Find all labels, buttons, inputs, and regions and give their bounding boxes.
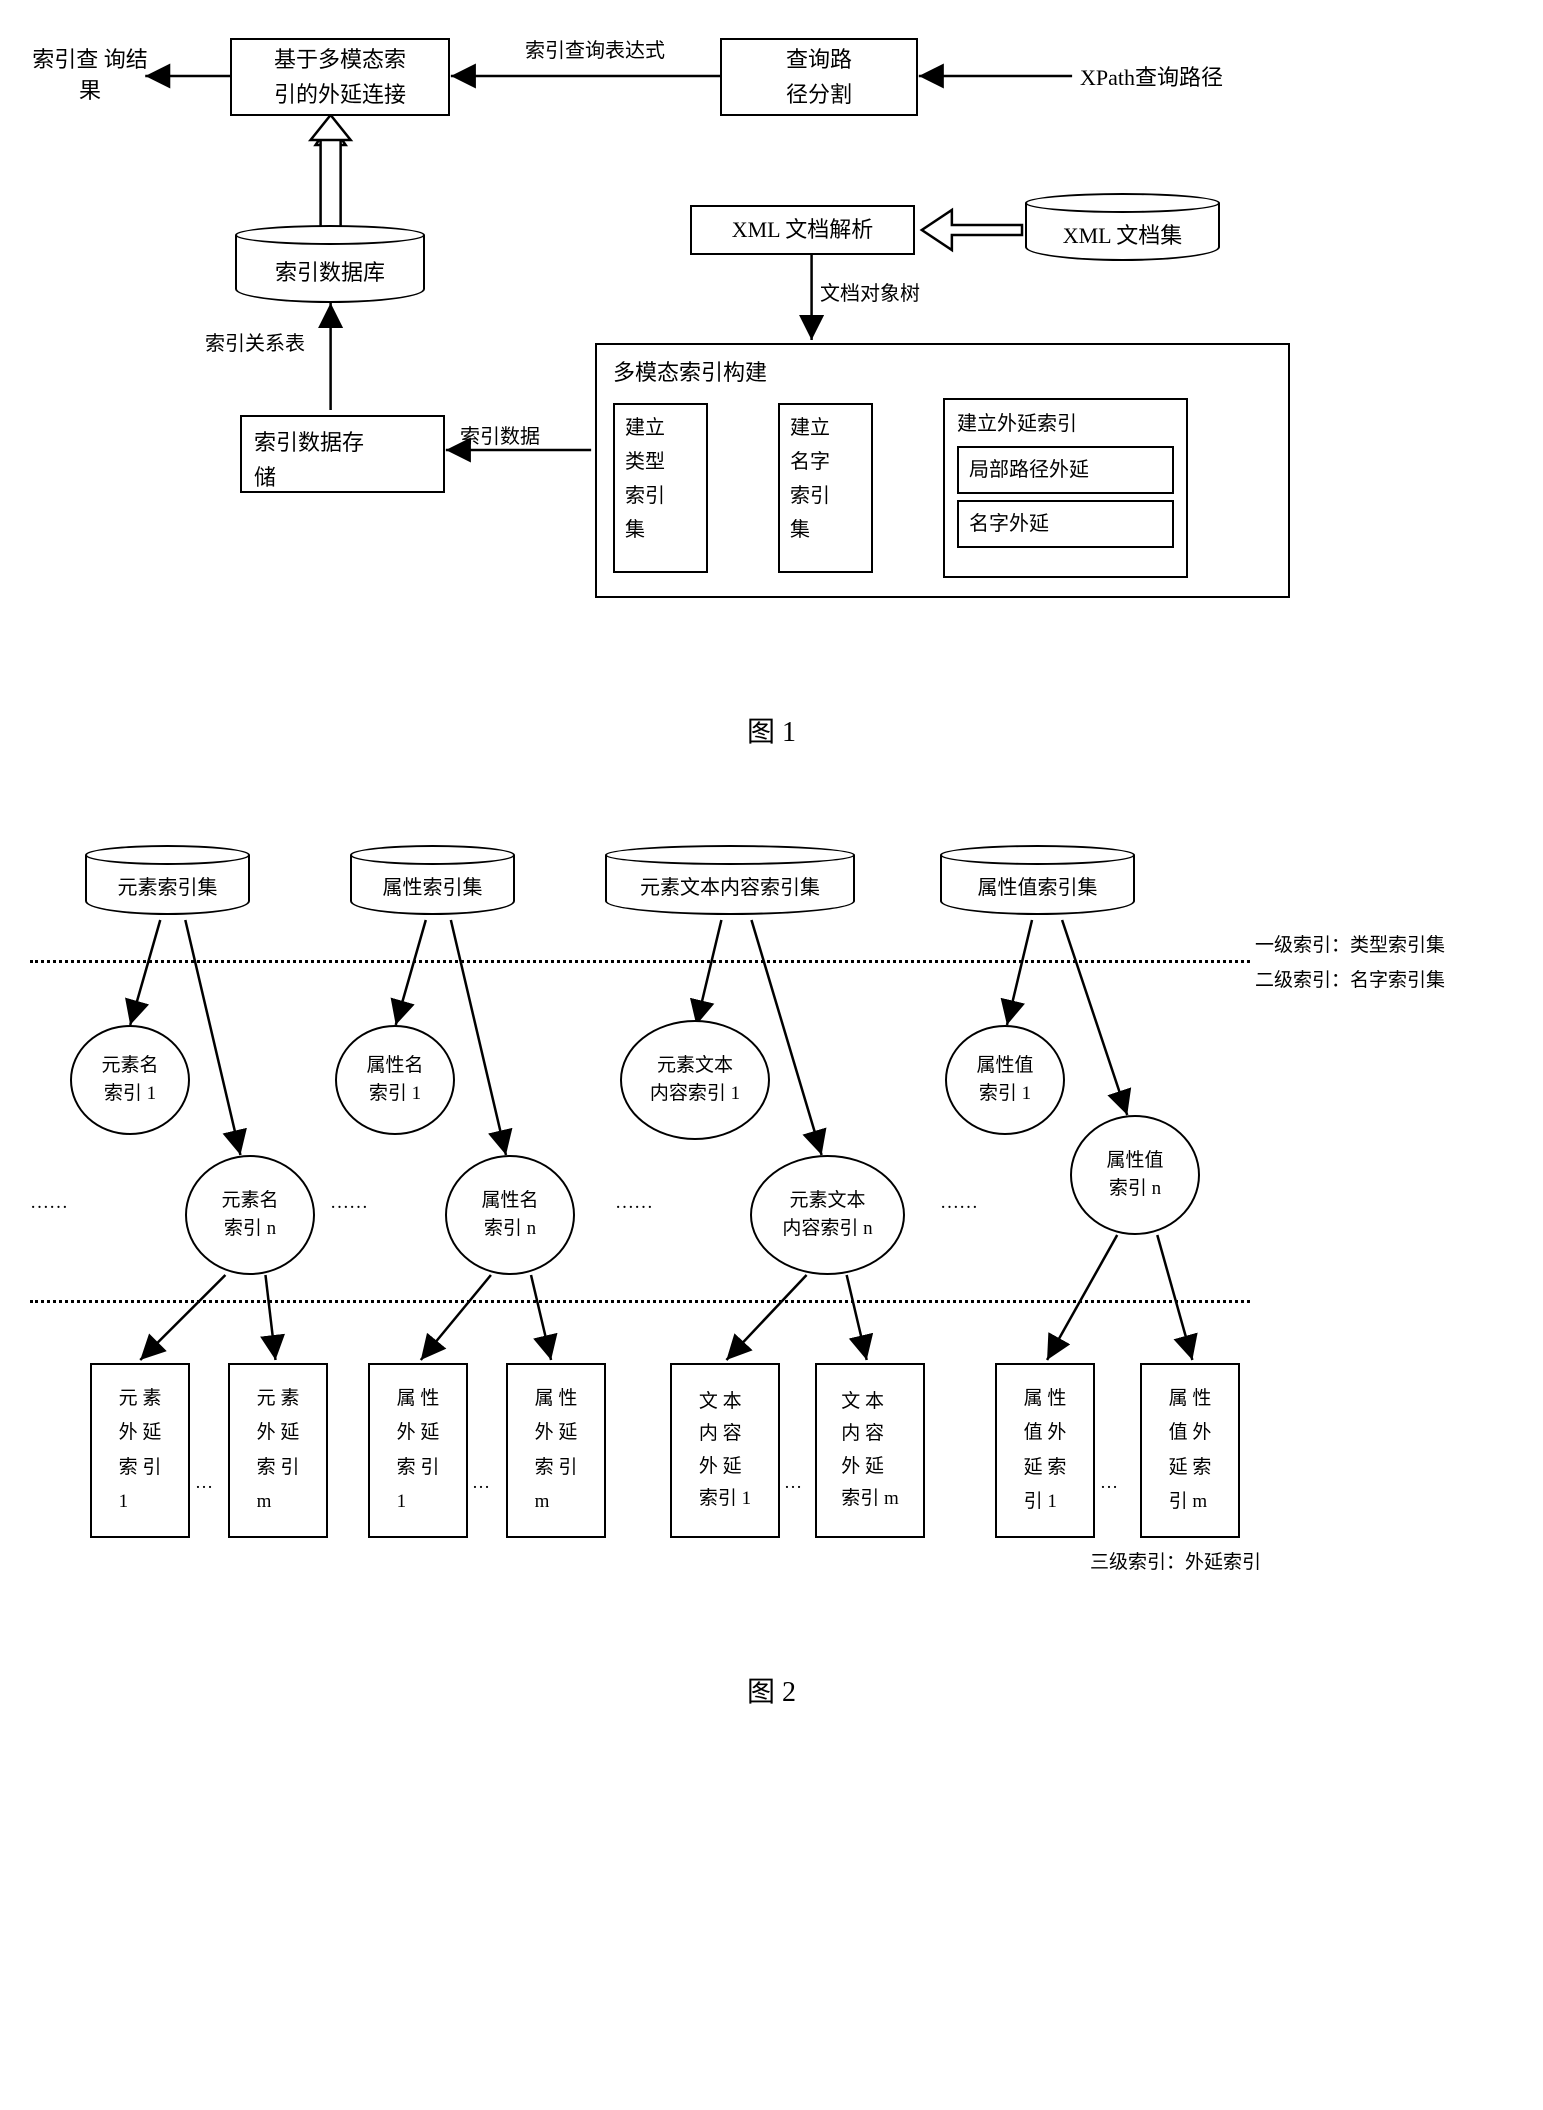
type-index-text: 建立 类型 索引 集 [625, 417, 665, 541]
dots-b2: … [472, 1470, 490, 1495]
index-store-box: 索引数据存 储 [240, 415, 445, 493]
box-elem-ext1-text: 元 素 外 延 索 引 1 [119, 1382, 162, 1519]
box-attr-extm-text: 属 性 外 延 索 引 m [535, 1382, 578, 1519]
cyl-elem: 元素索引集 [85, 855, 250, 915]
level3-label: 三级索引：外延索引 [1090, 1550, 1261, 1577]
cyl-text: 元素文本内容索引集 [605, 855, 855, 915]
circle-textn-text: 元素文本 内容索引 n [782, 1187, 872, 1244]
cyl-attr: 属性索引集 [350, 855, 515, 915]
index-db-text: 索引数据库 [275, 256, 385, 289]
query-split-box: 查询路 径分割 [720, 38, 918, 116]
circle-attr1: 属性名 索引 1 [335, 1025, 455, 1135]
box-val-ext1: 属 性 值 外 延 索 引 1 [995, 1363, 1095, 1538]
doc-tree-label: 文档对象树 [820, 280, 920, 308]
circle-attrn-text: 属性名 索引 n [481, 1187, 538, 1244]
box-elem-extm: 元 素 外 延 索 引 m [228, 1363, 328, 1538]
circle-elem1-text: 元素名 索引 1 [101, 1052, 158, 1109]
box-text-extm-text: 文 本 内 容 外 延 索引 m [841, 1386, 899, 1515]
level2-label: 二级索引：名字索引集 [1255, 968, 1445, 995]
cyl-text-text: 元素文本内容索引集 [640, 873, 820, 903]
box-attr-extm: 属 性 外 延 索 引 m [506, 1363, 606, 1538]
name-index-box: 建立 名字 索引 集 [778, 403, 873, 573]
box-elem-ext1: 元 素 外 延 索 引 1 [90, 1363, 190, 1538]
ext-connect-box: 基于多模态索 引的外延连接 [230, 38, 450, 116]
index-rel-label: 索引关系表 [205, 330, 305, 358]
xml-docs-text: XML 文档集 [1063, 219, 1183, 252]
box-val-extm-text: 属 性 值 外 延 索 引 m [1169, 1382, 1212, 1519]
box-text-ext1: 文 本 内 容 外 延 索引 1 [670, 1363, 780, 1538]
ext-connect-text: 基于多模态索 引的外延连接 [274, 42, 406, 112]
name-ext-text: 名字外延 [969, 513, 1049, 535]
circle-val1: 属性值 索引 1 [945, 1025, 1065, 1135]
circle-elem1: 元素名 索引 1 [70, 1025, 190, 1135]
dots-2: …… [330, 1190, 368, 1217]
circle-elemn: 元素名 索引 n [185, 1155, 315, 1275]
xml-docs-cylinder: XML 文档集 [1025, 203, 1220, 261]
query-expr-label: 索引查询表达式 [480, 37, 710, 65]
circle-val1-text: 属性值 索引 1 [976, 1052, 1033, 1109]
xml-parse-text: XML 文档解析 [732, 212, 874, 247]
cyl-attr-text: 属性索引集 [383, 873, 483, 903]
index-db-cylinder: 索引数据库 [235, 235, 425, 303]
box-val-ext1-text: 属 性 值 外 延 索 引 1 [1024, 1382, 1067, 1519]
box-val-extm: 属 性 值 外 延 索 引 m [1140, 1363, 1240, 1538]
fig2-caption: 图 2 [30, 1670, 1513, 1710]
dots-b4: … [1100, 1470, 1118, 1495]
cyl-val-text: 属性值索引集 [978, 873, 1098, 903]
dots-1: …… [30, 1190, 68, 1217]
multimodal-build-box: 多模态索引构建 建立 类型 索引 集 建立 名字 索引 集 建立外延索引 局部路… [595, 343, 1290, 598]
local-path-ext-text: 局部路径外延 [969, 459, 1089, 481]
diagram-2: 一级索引：类型索引集 二级索引：名字索引集 三级索引：外延索引 元素索引集 属性… [30, 830, 1513, 1610]
box-attr-ext1-text: 属 性 外 延 索 引 1 [397, 1382, 440, 1519]
cyl-elem-text: 元素索引集 [118, 873, 218, 903]
dots-3: …… [615, 1190, 653, 1217]
name-index-text: 建立 名字 索引 集 [790, 417, 830, 541]
circle-attrn: 属性名 索引 n [445, 1155, 575, 1275]
index-data-label: 索引数据 [460, 423, 540, 451]
circle-textn: 元素文本 内容索引 n [750, 1155, 905, 1275]
query-result-label: 索引查 询结果 [30, 45, 150, 107]
type-index-box: 建立 类型 索引 集 [613, 403, 708, 573]
query-split-text: 查询路 径分割 [786, 42, 852, 112]
index-store-text: 索引数据存 储 [254, 425, 364, 495]
level1-label: 一级索引：类型索引集 [1255, 933, 1445, 960]
circle-valn: 属性值 索引 n [1070, 1115, 1200, 1235]
circle-valn-text: 属性值 索引 n [1106, 1147, 1163, 1204]
diagram-1: 索引查 询结果 基于多模态索 引的外延连接 索引查询表达式 查询路 径分割 XP… [30, 30, 1513, 650]
box-text-ext1-text: 文 本 内 容 外 延 索引 1 [699, 1386, 751, 1515]
box-attr-ext1: 属 性 外 延 索 引 1 [368, 1363, 468, 1538]
xml-parse-box: XML 文档解析 [690, 205, 915, 255]
circle-attr1-text: 属性名 索引 1 [366, 1052, 423, 1109]
dotted-line-1 [30, 960, 1250, 963]
local-path-ext-box: 局部路径外延 [957, 446, 1174, 494]
ext-index-group: 建立外延索引 局部路径外延 名字外延 [943, 398, 1188, 578]
circle-elemn-text: 元素名 索引 n [221, 1187, 278, 1244]
ext-index-title: 建立外延索引 [957, 413, 1077, 435]
multimodal-title: 多模态索引构建 [613, 360, 767, 385]
dots-b3: … [784, 1470, 802, 1495]
dots-b1: … [195, 1470, 213, 1495]
box-elem-extm-text: 元 素 外 延 索 引 m [257, 1382, 300, 1519]
name-ext-box: 名字外延 [957, 500, 1174, 548]
xpath-input-label: XPath查询路径 [1080, 63, 1223, 94]
dots-4: …… [940, 1190, 978, 1217]
box-text-extm: 文 本 内 容 外 延 索引 m [815, 1363, 925, 1538]
cyl-val: 属性值索引集 [940, 855, 1135, 915]
circle-text1: 元素文本 内容索引 1 [620, 1020, 770, 1140]
dotted-line-2 [30, 1300, 1250, 1303]
fig1-caption: 图 1 [30, 710, 1513, 750]
circle-text1-text: 元素文本 内容索引 1 [650, 1052, 740, 1109]
